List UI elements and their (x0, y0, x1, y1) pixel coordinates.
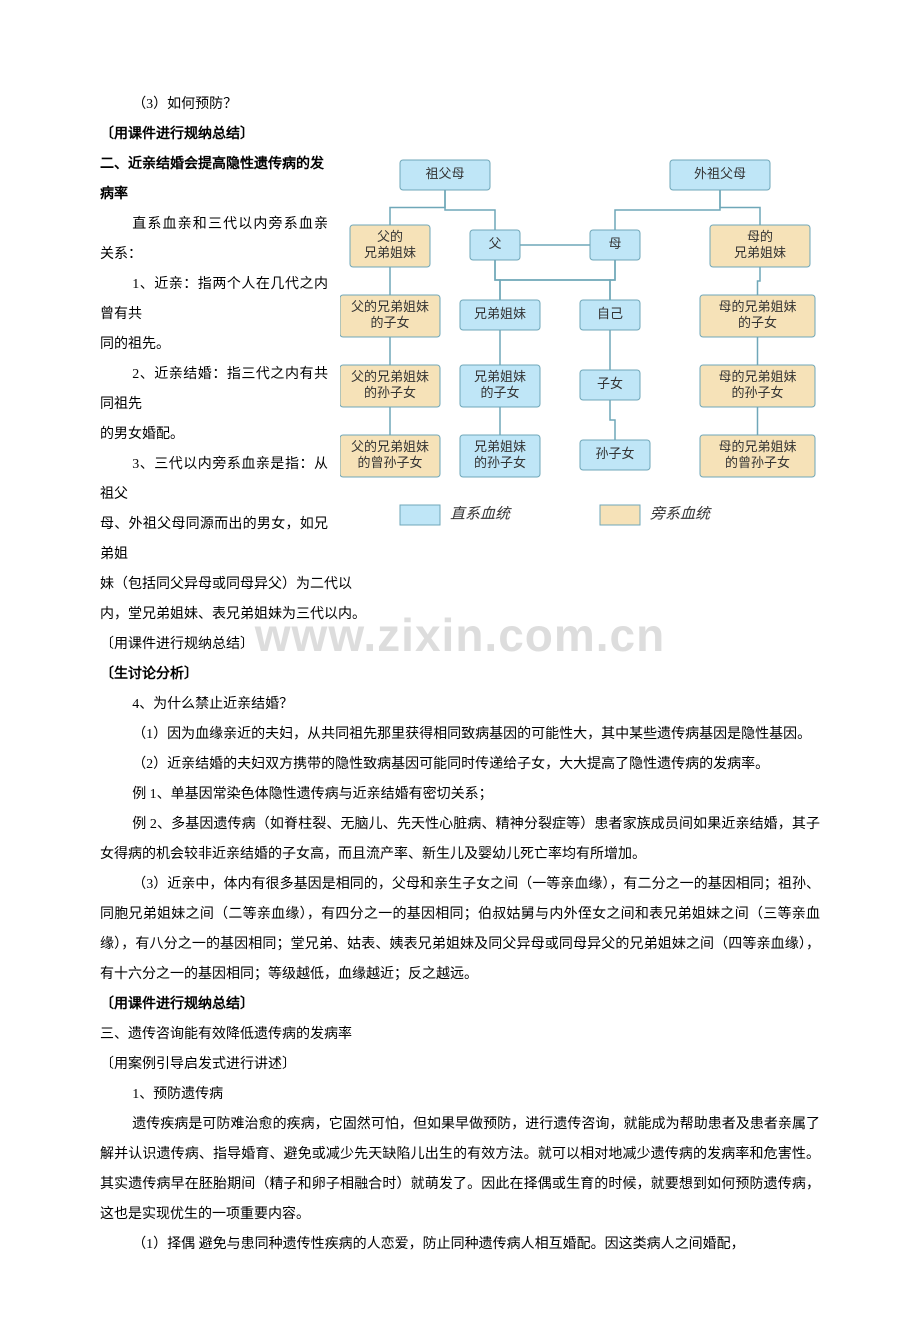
svg-text:外祖父母: 外祖父母 (694, 166, 746, 181)
example-2-text: 例 2、多基因遗传病（如脊柱裂、无脑儿、先天性心脏病、精神分裂症等）患者家族成员… (100, 817, 820, 862)
prevent-body-text: 遗传疾病是可防难治愈的疾病，它固然可怕，但如果早做预防，进行遗传咨询，就能成为帮… (100, 1117, 820, 1222)
near-3c: 妹（包括同父异母或同母异父）为二代以 (100, 570, 820, 600)
bracket-case: 〔用案例引导启发式进行讲述〕 (100, 1050, 820, 1080)
svg-text:兄弟姐妹: 兄弟姐妹 (734, 245, 786, 260)
svg-text:的子女: 的子女 (738, 315, 777, 330)
svg-text:母: 母 (608, 236, 621, 251)
svg-text:自己: 自己 (597, 306, 623, 321)
svg-text:孙子女: 孙子女 (595, 446, 634, 461)
svg-text:的子女: 的子女 (370, 315, 409, 330)
svg-text:母的兄弟姐妹: 母的兄弟姐妹 (718, 439, 796, 454)
svg-text:兄弟姐妹: 兄弟姐妹 (474, 306, 526, 321)
svg-text:父的: 父的 (377, 229, 403, 244)
svg-text:兄弟姐妹: 兄弟姐妹 (364, 245, 416, 260)
kinship-diagram: 祖父母外祖父母父的兄弟姐妹父母母的兄弟姐妹父的兄弟姐妹的子女兄弟姐妹自己母的兄弟… (340, 150, 820, 540)
example-1: 例 1、单基因常染色体隐性遗传病与近亲结婚有密切关系； (100, 780, 820, 810)
reason-2-text: （2）近亲结婚的夫妇双方携带的隐性致病基因可能同时传递给子女，大大提高了隐性遗传… (132, 757, 769, 772)
svg-text:子女: 子女 (597, 376, 623, 391)
svg-text:的孙子女: 的孙子女 (364, 385, 416, 400)
svg-text:的子女: 的子女 (480, 385, 519, 400)
svg-text:母的兄弟姐妹: 母的兄弟姐妹 (718, 299, 796, 314)
svg-text:的孙子女: 的孙子女 (731, 385, 783, 400)
question-3: （3）如何预防？ (100, 90, 820, 120)
reason-1: （1）因为血缘亲近的夫妇，从共同祖先那里获得相同致病基因的可能性大，其中某些遗传… (100, 720, 820, 750)
example-2: 例 2、多基因遗传病（如脊柱裂、无脑儿、先天性心脏病、精神分裂症等）患者家族成员… (100, 810, 820, 870)
reason-3-text: （3）近亲中，体内有很多基因是相同的，父母和亲生子女之间（一等亲血缘），有二分之… (100, 877, 820, 982)
svg-text:的曾孙子女: 的曾孙子女 (725, 455, 790, 470)
svg-text:祖父母: 祖父母 (425, 166, 464, 181)
bracket-summary-4: 〔用课件进行规纳总结〕 (100, 990, 820, 1020)
reason-3: （3）近亲中，体内有很多基因是相同的，父母和亲生子女之间（一等亲血缘），有二分之… (100, 870, 820, 990)
svg-text:直系血统: 直系血统 (450, 505, 512, 522)
svg-text:父的兄弟姐妹: 父的兄弟姐妹 (351, 299, 429, 314)
mate-selection: （1）择偶 避免与患同种遗传性疾病的人恋爱，防止同种遗传病人相互婚配。因这类病人… (100, 1230, 820, 1260)
bracket-summary-1: 〔用课件进行规纳总结〕 (100, 120, 820, 150)
section-3-header: 三、遗传咨询能有效降低遗传病的发病率 (100, 1020, 820, 1050)
reason-1-text: （1）因为血缘亲近的夫妇，从共同祖先那里获得相同致病基因的可能性大，其中某些遗传… (132, 727, 811, 742)
svg-text:母的兄弟姐妹: 母的兄弟姐妹 (718, 369, 796, 384)
svg-text:父: 父 (488, 236, 501, 251)
svg-text:旁系血统: 旁系血统 (650, 505, 712, 522)
bracket-discuss: 〔生讨论分析〕 (100, 660, 820, 690)
prevent-1-heading: 1、预防遗传病 (100, 1080, 820, 1110)
svg-text:母的: 母的 (747, 229, 773, 244)
svg-text:父的兄弟姐妹: 父的兄弟姐妹 (351, 369, 429, 384)
svg-text:兄弟姐妹: 兄弟姐妹 (474, 369, 526, 384)
svg-text:父的兄弟姐妹: 父的兄弟姐妹 (351, 439, 429, 454)
svg-text:的孙子女: 的孙子女 (474, 455, 526, 470)
document-page: www.zixin.com.cn （3）如何预防？ 〔用课件进行规纳总结〕 祖父… (0, 0, 920, 1320)
question-4: 4、为什么禁止近亲结婚？ (100, 690, 820, 720)
near-3d: 内，堂兄弟姐妹、表兄弟姐妹为三代以内。 (100, 600, 820, 630)
reason-2: （2）近亲结婚的夫妇双方携带的隐性致病基因可能同时传递给子女，大大提高了隐性遗传… (100, 750, 820, 780)
svg-text:兄弟姐妹: 兄弟姐妹 (474, 439, 526, 454)
prevent-body: 遗传疾病是可防难治愈的疾病，它固然可怕，但如果早做预防，进行遗传咨询，就能成为帮… (100, 1110, 820, 1230)
svg-text:的曾孙子女: 的曾孙子女 (357, 455, 422, 470)
bracket-summary-2: 〔用课件进行规纳总结〕 (100, 630, 820, 660)
